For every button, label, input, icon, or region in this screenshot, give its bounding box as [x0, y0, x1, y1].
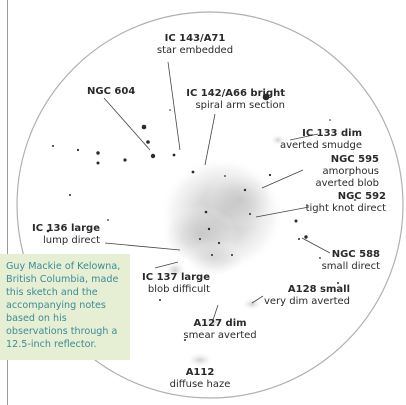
label-ngc595: NGC 595 amorphous averted blob: [315, 154, 379, 189]
leader-lines: [103, 61, 331, 321]
label-ngc588: NGC 588 small direct: [321, 249, 380, 272]
label-ic142: IC 142/A66 bright spiral arm section: [186, 88, 285, 111]
a112-blob: [186, 352, 214, 368]
label-ic137: IC 137 large blob difficult: [142, 272, 210, 295]
ic133-blob: [270, 134, 286, 146]
label-a127: A127 dim smear averted: [183, 318, 257, 341]
field-of-view-circle: [16, 11, 404, 399]
a127-blob: [202, 316, 224, 328]
label-ngc604: NGC 604: [87, 86, 136, 97]
divider-line: [7, 0, 8, 254]
label-ic136: IC 136 large lump direct: [32, 223, 100, 246]
label-ngc592: NGC 592 tight knot direct: [305, 191, 386, 214]
divider-line: [7, 360, 8, 405]
label-a128: A128 small very dim averted: [263, 284, 350, 307]
label-ic133: IC 133 dim averted smudge: [279, 128, 362, 151]
label-a112: A112 diffuse haze: [169, 367, 231, 390]
ic137-blob: [163, 260, 187, 280]
stars: [46, 93, 356, 341]
observer-caption: Guy Mackie of Kelowna, British Columbia,…: [0, 254, 130, 360]
label-ic143: IC 143/A71 star embedded: [156, 33, 234, 56]
a128-blob: [242, 297, 262, 311]
